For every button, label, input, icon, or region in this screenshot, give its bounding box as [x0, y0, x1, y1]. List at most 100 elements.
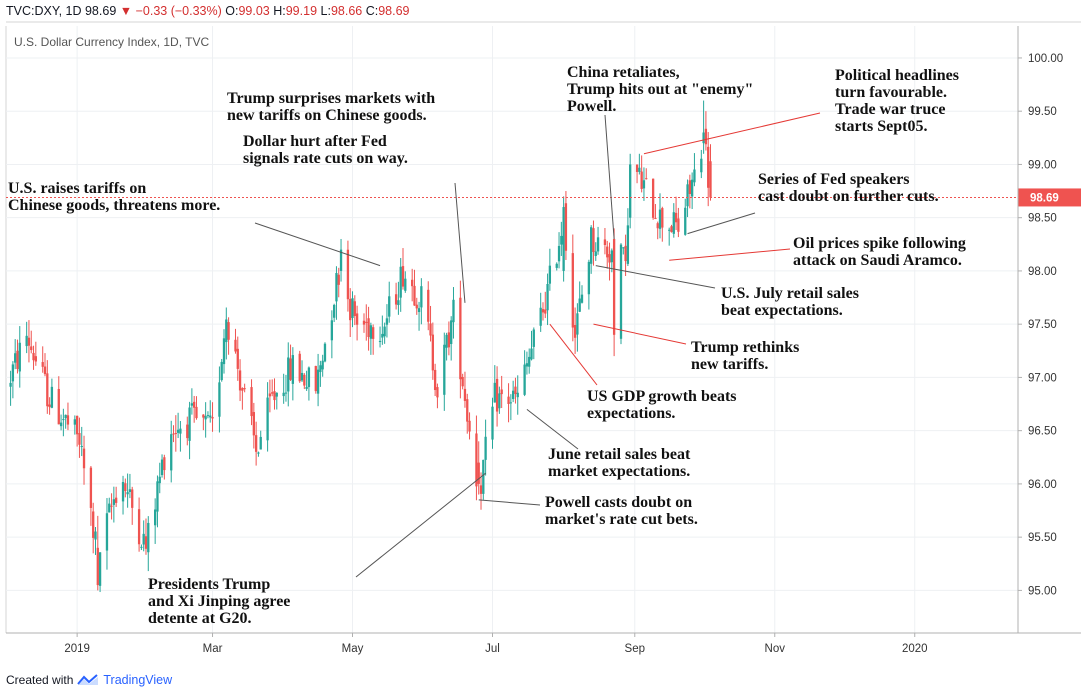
candle-body: [78, 433, 81, 445]
candle-body: [259, 436, 262, 450]
candle-body: [413, 285, 416, 306]
candle-body: [381, 333, 384, 338]
candle-body: [193, 401, 196, 408]
symbol-label[interactable]: TVC:DXY, 1D: [6, 4, 82, 18]
candle-body: [41, 362, 44, 367]
candle-body: [619, 244, 623, 339]
annotation-text-line: Dollar hurt after Fed: [243, 133, 387, 150]
candle-body: [273, 391, 276, 401]
candle-body: [188, 407, 191, 441]
candle-body: [110, 505, 113, 507]
candle-body: [555, 263, 558, 268]
last-price-line: 98.69: [6, 188, 1081, 207]
candle-body: [365, 321, 368, 323]
annotation-text-line: market's rate cut bets.: [545, 511, 698, 528]
annotation-text-line: expectations.: [587, 405, 675, 422]
candle-body: [475, 433, 478, 487]
candle-body: [314, 365, 317, 392]
candle-body: [209, 415, 212, 418]
candle-body: [355, 313, 359, 325]
candle-body: [227, 322, 230, 340]
candle-body: [284, 392, 288, 394]
annotation-text-line: Powell.: [567, 98, 616, 115]
annotation-leader-line: [604, 114, 615, 240]
candle-body: [427, 289, 430, 322]
candle-body: [564, 203, 568, 251]
candle-body: [298, 353, 301, 382]
annotation-text-line: Oil prices spike following: [793, 235, 966, 252]
annotation-text-line: U.S. July retail sales: [721, 285, 859, 302]
candle-body: [291, 355, 295, 384]
candle-body: [578, 298, 581, 312]
candle-body: [18, 342, 21, 372]
candle-body: [349, 298, 352, 321]
axes[interactable]: 100.00 99.50 99.00 98.50 98.00 97.50 97.00 96.5…: [6, 26, 1081, 655]
annotation-text-line: Series of Fed speakers: [758, 171, 910, 188]
candle-body: [532, 329, 535, 347]
x-tick-label: 2019: [64, 643, 90, 655]
annotation-text-line: U.S. raises tariffs on: [8, 180, 146, 197]
candle-body: [466, 399, 469, 422]
candle-body: [257, 452, 260, 454]
candle-body: [163, 457, 166, 471]
candle-body: [610, 250, 613, 263]
candle-body: [573, 325, 577, 338]
candle-body: [436, 387, 439, 398]
close-value: 98.69: [378, 4, 410, 18]
candle-body: [254, 435, 258, 452]
candle-body: [702, 132, 705, 144]
candle-body: [493, 382, 496, 403]
candle-body: [43, 366, 47, 375]
annotation-text-line: Trump surprises markets with: [227, 90, 435, 107]
candle-body: [571, 253, 574, 328]
candle-body: [433, 369, 437, 391]
candle-body: [562, 207, 565, 271]
candle-body: [394, 294, 398, 305]
candle-body: [66, 415, 70, 425]
candle-body: [624, 245, 627, 262]
candle-body: [351, 298, 354, 318]
annotation-text-line: Trump rethinks: [691, 339, 799, 356]
candle-body: [89, 467, 93, 508]
annotation-text-line: Powell casts doubt on: [545, 494, 692, 511]
candle-body: [530, 348, 533, 360]
candle-body: [16, 350, 19, 369]
candle-body: [204, 416, 207, 420]
candle-body: [642, 180, 646, 189]
annotation-text-line: and Xi Jinping agree: [148, 593, 290, 610]
candle-body: [250, 387, 253, 417]
candle-body: [479, 485, 483, 494]
candle-body: [9, 382, 12, 387]
candle-body: [346, 249, 350, 300]
candle-body: [629, 164, 632, 218]
candle-body: [383, 326, 386, 337]
candle-body: [608, 254, 611, 263]
tradingview-link[interactable]: TradingView: [103, 673, 173, 687]
candles[interactable]: [9, 100, 712, 593]
annotation-text-line: attack on Saudi Aramco.: [793, 252, 962, 269]
candle-body: [243, 388, 246, 390]
candle-body: [686, 184, 689, 207]
candle-body: [319, 365, 322, 373]
price-change: −0.33 (−0.33%): [135, 4, 222, 18]
low-label: L:: [320, 4, 331, 18]
candle-body: [124, 483, 127, 492]
annotation-4: China retaliates,Trump hits out at "enem…: [567, 64, 753, 115]
candle-body: [560, 235, 563, 245]
candle-body: [596, 237, 600, 252]
candle-body: [339, 249, 343, 271]
y-tick-label: 95.00: [1028, 585, 1057, 597]
annotation-leader-line: [355, 472, 486, 578]
candle-body: [268, 393, 272, 397]
annotation-text-line: turn favourable.: [835, 84, 947, 101]
candle-body: [98, 552, 102, 586]
y-tick-label: 96.00: [1028, 479, 1057, 491]
candle-body: [656, 223, 659, 229]
candle-body: [429, 323, 432, 336]
